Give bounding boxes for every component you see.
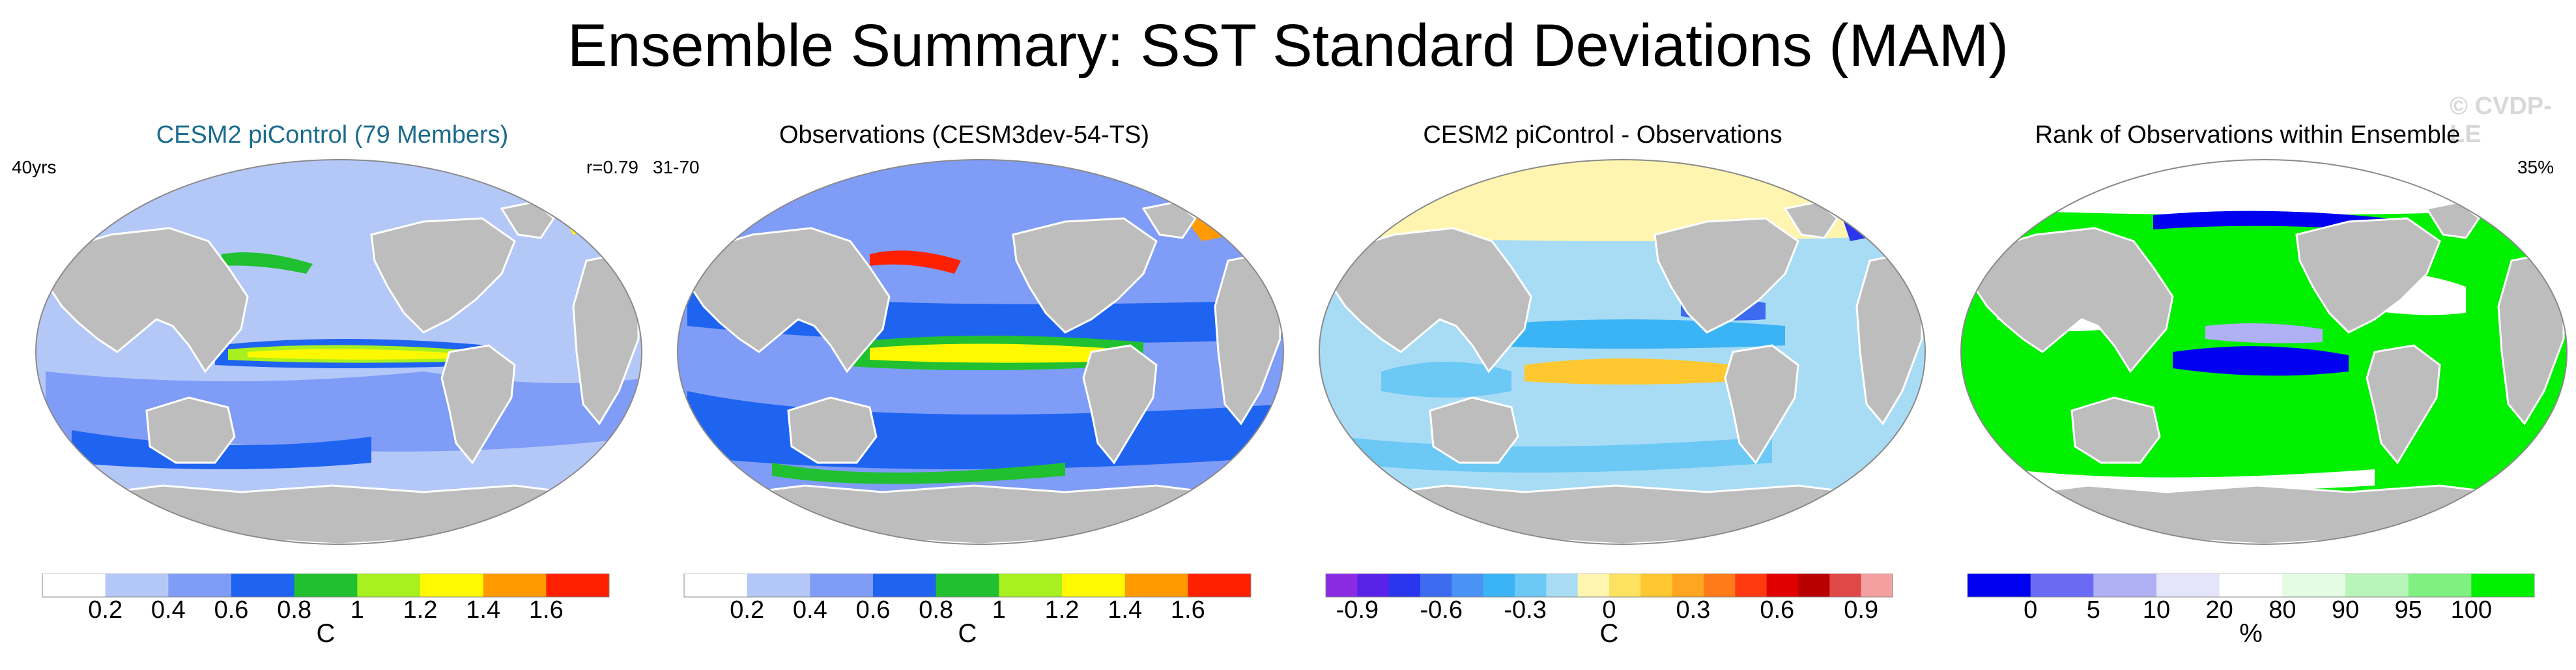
panel-2-map <box>677 159 1284 545</box>
colorbar-tick-label: 5 <box>2087 596 2100 619</box>
panel-2-colorbar: 0.2 0.4 0.6 0.8 1 1.2 1.4 1.6 <box>683 574 1252 619</box>
colorbar-tick-label: 0.6 <box>856 596 891 619</box>
colorbar-swatch <box>168 574 232 597</box>
colorbar-tick-label: 0.8 <box>919 596 953 619</box>
colorbar-swatch <box>1483 574 1515 597</box>
colorbar-swatch <box>1388 574 1421 597</box>
panel-1-colorbar: 0.2 0.4 0.6 0.8 1 1.2 1.4 1.6 <box>42 574 610 619</box>
colorbar-tick-label: 80 <box>2268 596 2296 619</box>
colorbar-swatch <box>357 574 421 597</box>
colorbar-swatch <box>1672 574 1704 597</box>
colorbar-swatch <box>2282 574 2346 597</box>
panel-2-title: Observations (CESM3dev-54-TS) <box>779 121 1150 149</box>
colorbar-tick-label: 0.9 <box>1844 596 1878 619</box>
colorbar-swatch <box>294 574 358 597</box>
colorbar-swatch <box>810 574 874 597</box>
colorbar-tick-label: 1.2 <box>1045 596 1080 619</box>
colorbar-swatch <box>1062 574 1126 597</box>
colorbar-swatch <box>2219 574 2283 597</box>
colorbar-swatch <box>546 574 610 597</box>
colorbar-tick-label: 0.2 <box>730 596 764 619</box>
colorbar-tick-label: 1 <box>351 596 364 619</box>
panel-4-map <box>1960 159 2568 545</box>
panel-1-colorbar-unit: C <box>316 619 336 648</box>
panel-3-colorbar: -0.9 -0.6 -0.3 0 0.3 0.6 0.9 <box>1325 574 1893 619</box>
colorbar-tick-label: -0.9 <box>1336 596 1379 619</box>
colorbar-swatch <box>2156 574 2220 597</box>
colorbar-tick-label: 1.6 <box>1171 596 1205 619</box>
colorbar-tick-label: 0.6 <box>1760 596 1794 619</box>
colorbar-tick-label: 1.4 <box>466 596 500 619</box>
colorbar-swatch <box>1515 574 1547 597</box>
panel-1-map <box>35 159 642 545</box>
colorbar-tick-label: 0.2 <box>88 596 122 619</box>
colorbar-swatch <box>1124 574 1188 597</box>
colorbar-tick-label: 0.6 <box>214 596 249 619</box>
colorbar-swatch <box>483 574 547 597</box>
colorbar-swatch <box>1766 574 1799 597</box>
colorbar-tick-label: 0.8 <box>277 596 311 619</box>
colorbar-swatch <box>1968 574 2031 597</box>
panel-4-percent-label: 35% <box>2517 157 2554 177</box>
panel-3-colorbar-unit: C <box>1599 619 1619 648</box>
colorbar-swatch <box>936 574 999 597</box>
panel-1-title: CESM2 piControl (79 Members) <box>156 121 509 149</box>
panel-1-correlation-label: r=0.79 <box>586 157 638 177</box>
colorbar-swatch <box>1420 574 1452 597</box>
colorbar-tick-label: 100 <box>2451 596 2492 619</box>
colorbar-swatch <box>747 574 810 597</box>
colorbar-tick-label: 95 <box>2395 596 2422 619</box>
colorbar-swatch <box>42 574 106 597</box>
watermark: © CVDP-LE <box>2450 93 2552 148</box>
colorbar-swatch <box>1735 574 1767 597</box>
colorbar-swatch <box>1609 574 1641 597</box>
colorbar-tick-label: 90 <box>2332 596 2359 619</box>
panel-3-map <box>1319 159 1926 545</box>
colorbar-tick-label: 0.4 <box>151 596 186 619</box>
colorbar-swatch <box>1829 574 1862 597</box>
colorbar-tick-label: 1.2 <box>403 596 438 619</box>
colorbar-swatch <box>1188 574 1252 597</box>
colorbar-tick-label: -0.3 <box>1504 596 1546 619</box>
colorbar-swatch <box>1326 574 1358 597</box>
colorbar-swatch <box>999 574 1063 597</box>
colorbar-tick-label: 1.4 <box>1108 596 1142 619</box>
colorbar-swatch <box>231 574 295 597</box>
colorbar-swatch <box>1577 574 1610 597</box>
colorbar-swatch <box>1546 574 1579 597</box>
colorbar-tick-label: 1 <box>992 596 1006 619</box>
colorbar-swatch <box>1861 574 1893 597</box>
colorbar-swatch <box>684 574 748 597</box>
colorbar-swatch <box>105 574 169 597</box>
colorbar-swatch <box>2345 574 2409 597</box>
colorbar-tick-label: 0 <box>2024 596 2037 619</box>
panel-2-colorbar-unit: C <box>958 619 977 648</box>
colorbar-swatch <box>1798 574 1830 597</box>
colorbar-swatch <box>2030 574 2094 597</box>
colorbar-tick-label: -0.6 <box>1420 596 1462 619</box>
panel-2-period-label: 31-70 <box>653 157 700 177</box>
colorbar-swatch <box>2471 574 2535 597</box>
colorbar-swatch <box>420 574 484 597</box>
colorbar-swatch <box>1452 574 1484 597</box>
colorbar-swatch <box>1704 574 1736 597</box>
colorbar-tick-label: 0.4 <box>793 596 827 619</box>
colorbar-swatch <box>873 574 937 597</box>
panel-1-years-label: 40yrs <box>12 157 57 177</box>
colorbar-swatch <box>1640 574 1673 597</box>
panel-4-colorbar: 0 5 10 20 80 90 95 100 <box>1967 574 2535 619</box>
colorbar-tick-label: 10 <box>2143 596 2170 619</box>
colorbar-tick-label: 20 <box>2206 596 2233 619</box>
colorbar-tick-label: 0 <box>1602 596 1616 619</box>
colorbar-swatch <box>1357 574 1390 597</box>
colorbar-swatch <box>2408 574 2472 597</box>
panel-3-title: CESM2 piControl - Observations <box>1423 121 1782 149</box>
panel-4-colorbar-unit: % <box>2239 619 2263 648</box>
colorbar-swatch <box>2093 574 2157 597</box>
colorbar-tick-label: 1.6 <box>529 596 564 619</box>
colorbar-tick-label: 0.3 <box>1676 596 1710 619</box>
panel-4-title: Rank of Observations within Ensemble <box>2035 121 2461 149</box>
figure-title: Ensemble Summary: SST Standard Deviation… <box>567 12 2009 79</box>
